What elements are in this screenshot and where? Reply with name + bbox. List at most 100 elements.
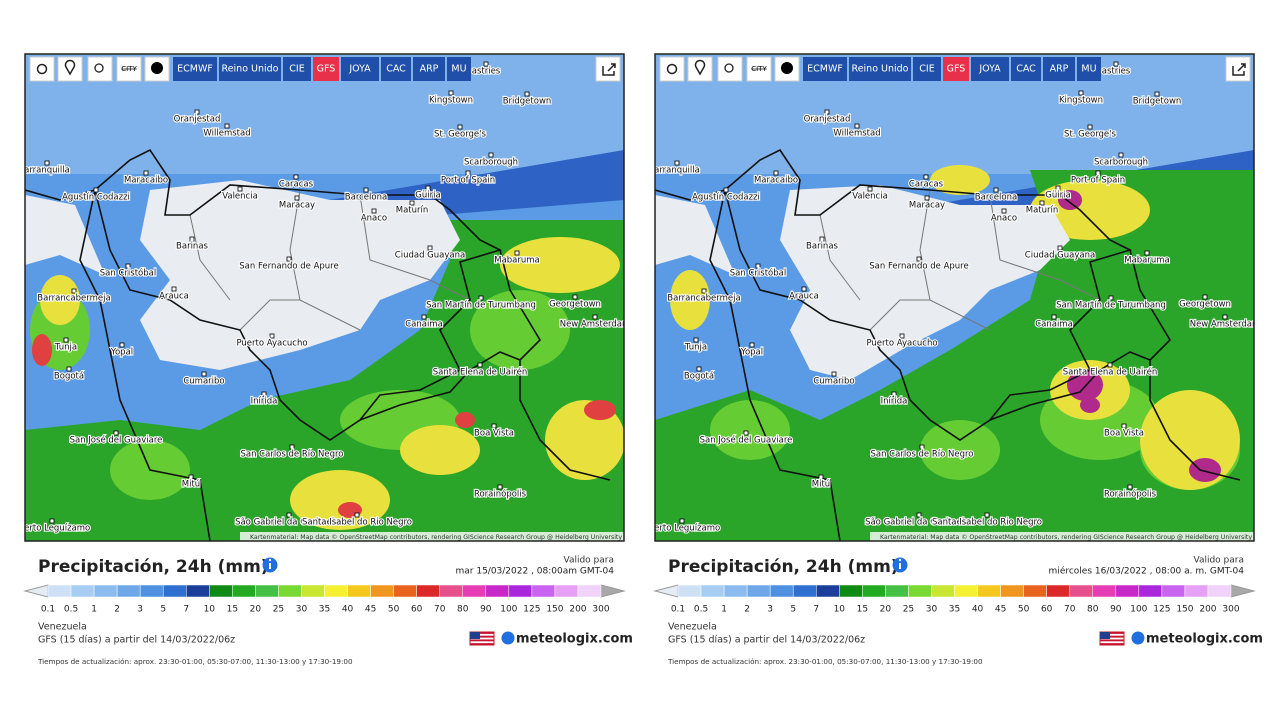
model-label[interactable]: ARP	[1050, 64, 1069, 75]
brand[interactable]: meteologix.com	[516, 632, 633, 647]
model-button[interactable]	[803, 57, 847, 81]
model-label[interactable]: CIE	[919, 64, 934, 75]
legend-swatch	[439, 584, 464, 598]
city-dot	[749, 342, 755, 348]
tool-button[interactable]	[87, 56, 113, 82]
legend-swatch	[1000, 584, 1024, 598]
city-label: Yopal	[740, 348, 763, 358]
model-label[interactable]: CAC	[386, 64, 406, 75]
city-toggle[interactable]: CITY	[121, 65, 137, 73]
city-dot	[409, 200, 415, 206]
model-label[interactable]: CAC	[1016, 64, 1036, 75]
model-button[interactable]	[1077, 57, 1101, 81]
city-label: Bridgetown	[503, 97, 552, 107]
model-label[interactable]: GFS	[317, 64, 336, 75]
city-dot	[286, 512, 292, 518]
model-button[interactable]	[1043, 57, 1075, 81]
tool-button[interactable]	[29, 56, 55, 82]
tool-button[interactable]	[659, 56, 685, 82]
legend-swatch	[1092, 584, 1117, 598]
model-button[interactable]	[1011, 57, 1041, 81]
model-button[interactable]	[413, 57, 445, 81]
model-label[interactable]: JOYA	[978, 64, 1001, 75]
legend-swatch	[116, 584, 141, 598]
valid-date: mar 15/03/2022 , 08:00am GMT-04	[456, 567, 615, 577]
city-label: Maturín	[1026, 206, 1059, 216]
city-label: astries	[472, 67, 501, 77]
share-button[interactable]	[1225, 56, 1251, 82]
city-dot	[572, 294, 578, 300]
pin-icon	[694, 59, 706, 76]
model-button[interactable]	[381, 57, 411, 81]
legend-tick-label: 200	[569, 605, 586, 615]
model-label[interactable]: CIE	[289, 64, 304, 75]
legend-tick-label: 90	[480, 605, 492, 615]
city-label: Cumaribo	[813, 377, 854, 387]
model-label[interactable]: ECMWF	[807, 64, 843, 75]
model-button[interactable]	[849, 57, 911, 81]
country-border	[94, 148, 503, 441]
model-button[interactable]	[341, 57, 379, 81]
model-button[interactable]	[913, 57, 941, 81]
legend-tick-label: 80	[457, 605, 469, 615]
legend-swatch	[816, 584, 840, 598]
model-button[interactable]	[971, 57, 1009, 81]
city-label: Barinas	[176, 242, 208, 252]
legend-tick-label: 100	[1130, 605, 1147, 615]
city-dot	[1095, 170, 1101, 176]
tool-button[interactable]	[717, 56, 743, 82]
legend-tick-label: 80	[1087, 605, 1099, 615]
legend-tick-label: 40	[342, 605, 354, 615]
city-dot	[693, 337, 699, 343]
city-dot	[1222, 314, 1228, 320]
tool-button[interactable]	[746, 56, 772, 82]
city-dot	[293, 174, 299, 180]
rain-red	[32, 334, 52, 366]
tool-button[interactable]	[116, 56, 142, 82]
legend-swatch	[278, 584, 302, 598]
city-label: Georgetown	[1179, 300, 1231, 310]
panel: astries Oranjestad Willemstad Kingstown Brid…	[23, 53, 633, 666]
rain-red	[584, 400, 616, 420]
city-toggle[interactable]: CITY	[751, 65, 767, 73]
city-label: Mabaruma	[1124, 256, 1170, 266]
city-label: Maracaibo	[754, 176, 798, 186]
city-dot	[1001, 208, 1007, 214]
legend-swatch	[70, 584, 95, 598]
valid-label: Valido para	[564, 556, 615, 566]
rain-red	[1058, 190, 1082, 210]
legend-tick-label: 45	[995, 605, 1006, 615]
city-dot	[1118, 152, 1124, 158]
city-label: Mitú	[812, 480, 830, 490]
model-label[interactable]: ARP	[420, 64, 439, 75]
model-button[interactable]	[313, 57, 339, 81]
city-label: St. George's	[434, 130, 486, 140]
model-button[interactable]	[219, 57, 281, 81]
city-label: Scarborough	[1094, 158, 1148, 168]
model-label[interactable]: Reino Unido	[222, 64, 279, 75]
model-label[interactable]: JOYA	[348, 64, 371, 75]
legend-tick-label: 10	[204, 605, 216, 615]
model-label[interactable]: GFS	[947, 64, 966, 75]
legend-swatch	[1069, 584, 1094, 598]
model-button[interactable]	[943, 57, 969, 81]
city-dot	[363, 187, 369, 193]
city-dot	[819, 236, 825, 242]
city-dot	[66, 366, 72, 372]
model-label[interactable]: Reino Unido	[852, 64, 909, 75]
model-button[interactable]	[283, 57, 311, 81]
model-label[interactable]: ECMWF	[177, 64, 213, 75]
brand[interactable]: meteologix.com	[1146, 632, 1263, 647]
city-label: Tunja	[54, 343, 77, 353]
city-label: New Amsterdam	[560, 320, 631, 330]
share-button[interactable]	[595, 56, 621, 82]
model-button[interactable]	[173, 57, 217, 81]
city-label: San José del Guaviare	[70, 435, 163, 446]
model-button[interactable]	[447, 57, 471, 81]
model-label[interactable]: MU	[1081, 64, 1096, 75]
model-label[interactable]: MU	[451, 64, 466, 75]
tool-button[interactable]	[774, 56, 800, 82]
legend-tick-label: 0.1	[41, 605, 55, 615]
city-label: Mitú	[182, 480, 200, 490]
city-dot	[524, 91, 530, 97]
